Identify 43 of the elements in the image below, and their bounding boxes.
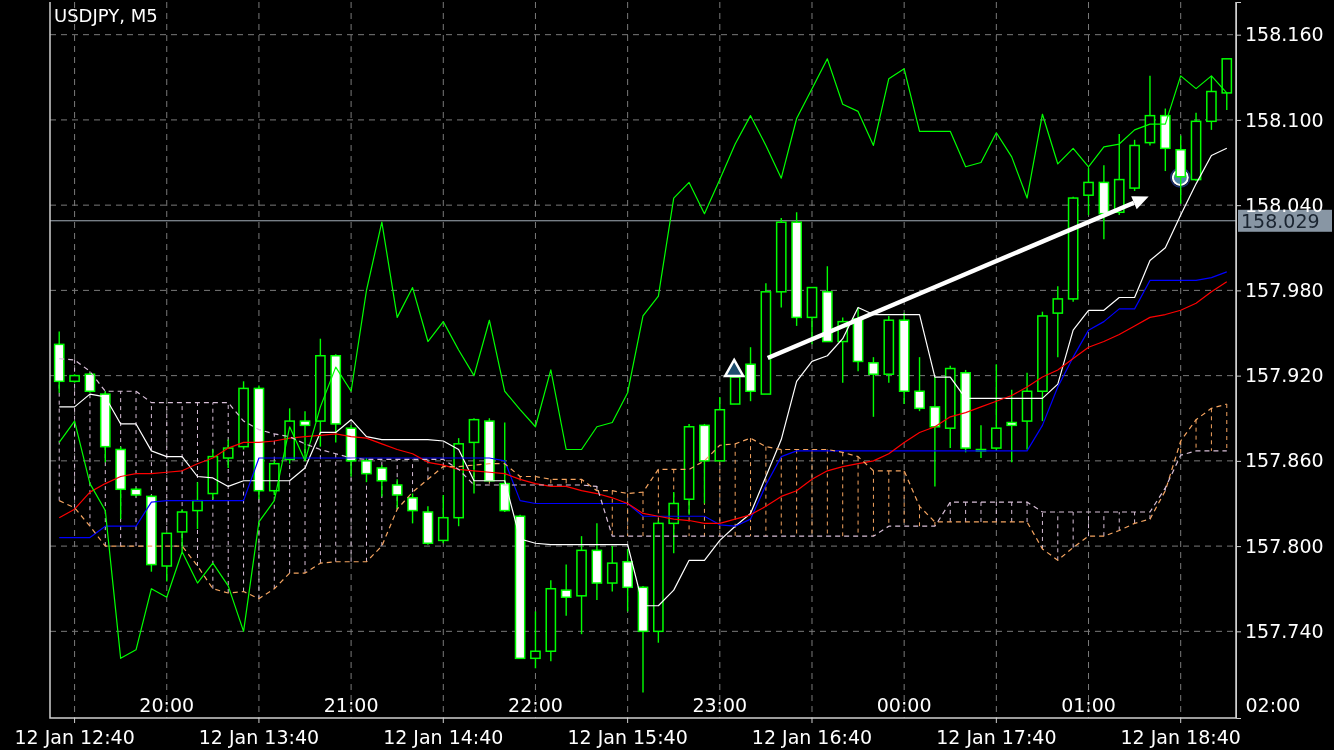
- candlestick: [1052, 285, 1064, 358]
- x-tick-label: 23:00: [692, 694, 748, 716]
- candlestick: [192, 481, 203, 530]
- y-tick-label: 157.980: [1245, 278, 1324, 301]
- x-tick-label: 20:00: [139, 694, 195, 716]
- y-tick-label: 157.860: [1245, 449, 1324, 472]
- x-tick-label: 12 Jan 12:40: [14, 726, 135, 748]
- x-tick-label: 22:00: [508, 694, 563, 716]
- x-tick-label: 00:00: [876, 694, 932, 716]
- candlestick: [914, 356, 925, 412]
- candlestick: [176, 508, 188, 553]
- candlestick: [1006, 389, 1018, 463]
- line-series: [58, 403, 1228, 600]
- x-tick-label: 12 Jan 15:40: [567, 726, 688, 748]
- x-tick-label: 12 Jan 14:40: [383, 726, 504, 748]
- y-tick-label: 158.100: [1245, 108, 1324, 131]
- y-tick-label: 157.740: [1245, 619, 1324, 642]
- candlestick: [929, 376, 941, 488]
- candlestick: [530, 610, 541, 669]
- x-tick-label: 12 Jan 17:40: [936, 726, 1057, 748]
- x-tick-label: 12 Jan 18:40: [1120, 726, 1241, 748]
- x-tick-label: 02:00: [1245, 694, 1301, 716]
- x-tick-label: 01:00: [1061, 694, 1116, 716]
- candlestick: [437, 494, 449, 544]
- candlestick: [606, 545, 618, 593]
- candlestick: [468, 417, 480, 495]
- candlestick: [361, 457, 372, 483]
- candlestick: [668, 491, 680, 554]
- candlestick: [222, 438, 234, 469]
- candlestick: [990, 363, 1002, 452]
- candlestick: [1083, 167, 1094, 216]
- y-tick-label: 158.160: [1245, 23, 1324, 46]
- x-tick-label: 12 Jan 16:40: [751, 726, 873, 748]
- chart-title: USDJPY, M5: [54, 5, 158, 26]
- y-tick-label: 157.920: [1245, 364, 1324, 387]
- candlestick: [407, 492, 418, 525]
- y-tick-label: 157.800: [1245, 534, 1324, 557]
- candlestick: [376, 464, 388, 498]
- candlestick: [868, 356, 879, 418]
- candlestick: [391, 478, 403, 510]
- x-tick-label: 21:00: [323, 694, 379, 716]
- candlestick: [560, 563, 572, 617]
- x-tick-label: 12 Jan 13:40: [198, 726, 320, 748]
